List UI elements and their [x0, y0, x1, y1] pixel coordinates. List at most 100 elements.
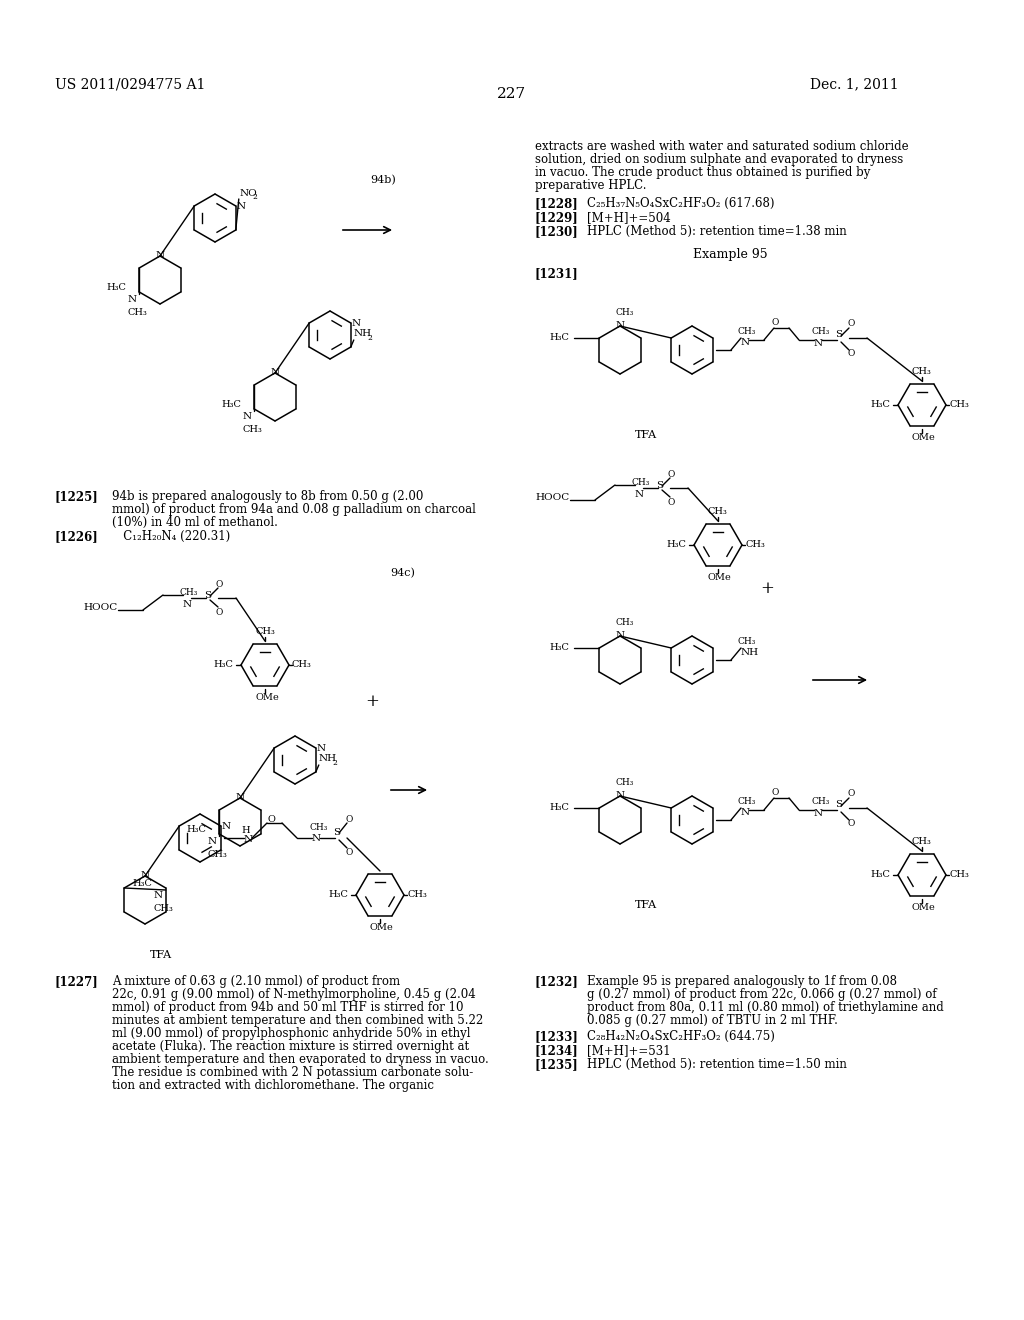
Text: A mixture of 0.63 g (2.10 mmol) of product from: A mixture of 0.63 g (2.10 mmol) of produ… — [112, 975, 400, 987]
Text: N: N — [616, 321, 625, 330]
Text: HPLC (Method 5): retention time=1.50 min: HPLC (Method 5): retention time=1.50 min — [587, 1059, 847, 1071]
Text: O: O — [345, 847, 352, 857]
Text: O: O — [267, 814, 274, 824]
Text: H₃C: H₃C — [870, 400, 890, 409]
Text: [M+H]+=504: [M+H]+=504 — [587, 211, 671, 224]
Text: HOOC: HOOC — [83, 603, 118, 612]
Text: [1229]: [1229] — [535, 211, 579, 224]
Text: N: N — [237, 202, 246, 211]
Text: N: N — [271, 368, 281, 378]
Text: O: O — [847, 818, 854, 828]
Text: H₃C: H₃C — [666, 540, 686, 549]
Text: minutes at ambient temperature and then combined with 5.22: minutes at ambient temperature and then … — [112, 1014, 483, 1027]
Text: H₃C: H₃C — [106, 282, 126, 292]
Text: [1228]: [1228] — [535, 197, 579, 210]
Text: extracts are washed with water and saturated sodium chloride: extracts are washed with water and satur… — [535, 140, 908, 153]
Text: S: S — [204, 591, 211, 601]
Text: H₃C: H₃C — [549, 803, 569, 812]
Text: [1235]: [1235] — [535, 1059, 579, 1071]
Text: [M+H]+=531: [M+H]+=531 — [587, 1044, 671, 1057]
Text: OMe: OMe — [912, 903, 936, 912]
Text: N: N — [316, 744, 326, 752]
Text: O: O — [668, 470, 676, 479]
Text: C₂₅H₃₇N₅O₄SxC₂HF₃O₂ (617.68): C₂₅H₃₇N₅O₄SxC₂HF₃O₂ (617.68) — [587, 197, 774, 210]
Text: NO: NO — [240, 189, 257, 198]
Text: O: O — [772, 788, 779, 797]
Text: HPLC (Method 5): retention time=1.38 min: HPLC (Method 5): retention time=1.38 min — [587, 224, 847, 238]
Text: [1230]: [1230] — [535, 224, 579, 238]
Text: CH₃: CH₃ — [616, 618, 635, 627]
Text: (10%) in 40 ml of methanol.: (10%) in 40 ml of methanol. — [112, 516, 278, 529]
Text: CH₃: CH₃ — [745, 540, 765, 549]
Text: ambient temperature and then evaporated to dryness in vacuo.: ambient temperature and then evaporated … — [112, 1053, 488, 1067]
Text: [1226]: [1226] — [55, 531, 98, 543]
Text: CH₃: CH₃ — [811, 327, 829, 337]
Text: CH₃: CH₃ — [243, 425, 262, 434]
Text: tion and extracted with dichloromethane. The organic: tion and extracted with dichloromethane.… — [112, 1078, 434, 1092]
Text: N: N — [243, 412, 251, 421]
Text: N: N — [154, 891, 163, 900]
Text: 2: 2 — [368, 334, 373, 342]
Text: N: N — [236, 793, 245, 803]
Text: S: S — [656, 480, 664, 490]
Text: CH₃: CH₃ — [632, 478, 650, 487]
Text: Example 95 is prepared analogously to 1f from 0.08: Example 95 is prepared analogously to 1f… — [587, 975, 897, 987]
Text: N: N — [222, 822, 230, 832]
Text: CH₃: CH₃ — [292, 660, 312, 669]
Text: H₃C: H₃C — [186, 825, 206, 834]
Text: OMe: OMe — [255, 693, 279, 702]
Text: OMe: OMe — [912, 433, 936, 442]
Text: mmol) of product from 94b and 50 ml THF is stirred for 10: mmol) of product from 94b and 50 ml THF … — [112, 1001, 464, 1014]
Text: CH₃: CH₃ — [708, 507, 728, 516]
Text: O: O — [345, 814, 352, 824]
Text: acetate (Fluka). The reaction mixture is stirred overnight at: acetate (Fluka). The reaction mixture is… — [112, 1040, 469, 1053]
Text: CH₃: CH₃ — [180, 587, 199, 597]
Text: NH: NH — [741, 648, 759, 657]
Text: N: N — [312, 834, 322, 843]
Text: NH: NH — [353, 329, 372, 338]
Text: CH₃: CH₃ — [912, 837, 932, 846]
Text: CH₃: CH₃ — [616, 777, 635, 787]
Text: H₃C: H₃C — [133, 879, 153, 888]
Text: N: N — [635, 490, 644, 499]
Text: O: O — [772, 318, 779, 327]
Text: OMe: OMe — [370, 923, 394, 932]
Text: H: H — [241, 826, 250, 836]
Text: 94c): 94c) — [390, 568, 415, 578]
Text: OMe: OMe — [708, 573, 732, 582]
Text: 227: 227 — [498, 87, 526, 102]
Text: CH₃: CH₃ — [207, 850, 227, 859]
Text: 94b): 94b) — [370, 176, 395, 185]
Text: S: S — [835, 330, 842, 339]
Text: CH₃: CH₃ — [738, 638, 757, 645]
Text: +: + — [365, 693, 379, 710]
Text: Dec. 1, 2011: Dec. 1, 2011 — [810, 77, 899, 91]
Text: S: S — [333, 828, 340, 837]
Text: N: N — [616, 631, 625, 640]
Text: N: N — [141, 871, 151, 880]
Text: N: N — [814, 809, 823, 818]
Text: O: O — [216, 609, 223, 616]
Text: N: N — [207, 837, 216, 846]
Text: H₃C: H₃C — [328, 890, 348, 899]
Text: 0.085 g (0.27 mmol) of TBTU in 2 ml THF.: 0.085 g (0.27 mmol) of TBTU in 2 ml THF. — [587, 1014, 838, 1027]
Text: CH₃: CH₃ — [309, 822, 328, 832]
Text: product from 80a, 0.11 ml (0.80 mmol) of triethylamine and: product from 80a, 0.11 ml (0.80 mmol) of… — [587, 1001, 944, 1014]
Text: HOOC: HOOC — [535, 492, 569, 502]
Text: CH₃: CH₃ — [737, 327, 756, 337]
Text: C₁₂H₂₀N₄ (220.31): C₁₂H₂₀N₄ (220.31) — [112, 531, 230, 543]
Text: S: S — [835, 800, 842, 809]
Text: [1233]: [1233] — [535, 1030, 579, 1043]
Text: H₃C: H₃C — [870, 870, 890, 879]
Text: N: N — [183, 601, 193, 609]
Text: H₃C: H₃C — [549, 643, 569, 652]
Text: CH₃: CH₃ — [127, 308, 147, 317]
Text: O: O — [847, 319, 854, 327]
Text: [1231]: [1231] — [535, 267, 579, 280]
Text: O: O — [216, 579, 223, 589]
Text: N: N — [127, 294, 136, 304]
Text: The residue is combined with 2 N potassium carbonate solu-: The residue is combined with 2 N potassi… — [112, 1067, 473, 1078]
Text: [1227]: [1227] — [55, 975, 98, 987]
Text: in vacuo. The crude product thus obtained is purified by: in vacuo. The crude product thus obtaine… — [535, 166, 870, 180]
Text: N: N — [156, 251, 165, 260]
